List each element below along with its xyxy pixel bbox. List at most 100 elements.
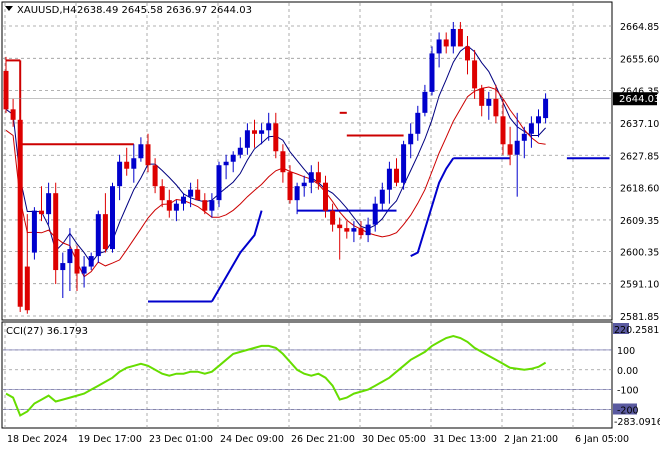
candle-body (223, 161, 229, 166)
y-tick-label: 2637.10 (620, 119, 659, 130)
candle-body (244, 130, 250, 148)
cci-tick-label: 100 (617, 346, 635, 357)
candle-body (351, 228, 357, 232)
candle-body (102, 214, 108, 250)
candle-body (429, 53, 435, 92)
current-price-tag (613, 92, 657, 106)
candle-body (46, 193, 52, 215)
candle-body (536, 116, 541, 124)
candle-body (323, 182, 328, 211)
x-tick-label: 18 Dec 2024 (7, 434, 68, 445)
x-tick-label: 2 Jan 21:00 (504, 434, 558, 445)
chart-title: XAUUSD,H4 (17, 5, 76, 16)
x-tick-label: 30 Dec 05:00 (362, 434, 426, 445)
candle-body (81, 266, 87, 274)
candle-body (394, 168, 399, 183)
y-tick-label: 2618.60 (620, 184, 659, 195)
cci-series (5, 334, 547, 417)
candle-body (273, 123, 279, 152)
cci-max-label: 220.2581 (614, 325, 659, 336)
candle-body (294, 186, 300, 201)
candles (3, 21, 549, 314)
candle-body (386, 168, 392, 190)
candle-body (365, 224, 371, 236)
y-tick-label: 2591.10 (620, 280, 659, 291)
x-tick-label: 23 Dec 01:00 (149, 434, 213, 445)
candle-body (181, 196, 186, 204)
x-tick-label: 31 Dec 13:00 (433, 434, 497, 445)
candle-body (60, 263, 66, 271)
candle-body (74, 249, 80, 274)
candle-body (465, 46, 470, 61)
candle-body (39, 210, 44, 215)
x-tick-label: 26 Dec 21:00 (291, 434, 355, 445)
candle-body (110, 186, 115, 250)
candle-body (67, 249, 73, 264)
candle-body (230, 154, 236, 162)
candle-body (259, 130, 265, 134)
axes: 2664.85 2655.60 2646.35 2637.10 2627.85 2618.… (7, 22, 659, 445)
candle-body (422, 91, 428, 113)
cci-title: CCI(27) 36.1793 (6, 326, 88, 337)
cci-line (5, 334, 547, 417)
candle-body (301, 182, 307, 187)
red-moving-average (5, 86, 546, 278)
candle-body (195, 189, 201, 201)
candle-body (237, 147, 243, 155)
candle-body (315, 172, 321, 183)
candle-body (117, 161, 123, 187)
candle-body (457, 28, 463, 47)
candle-body (3, 70, 9, 110)
ohlc-values: 2638.49 2645.58 2636.97 2644.03 (77, 5, 252, 16)
cci-tick-label: -200 (617, 405, 639, 416)
candle-body (131, 158, 137, 169)
candle-body (514, 140, 520, 155)
x-tick-label: 24 Dec 09:00 (220, 434, 284, 445)
cci-tick-label: 0.00 (617, 366, 638, 377)
candle-body (124, 161, 130, 169)
candle-body (479, 88, 485, 106)
candle-body (408, 133, 414, 145)
candle-body (344, 228, 350, 232)
candle-body (443, 39, 449, 47)
candle-body (138, 144, 144, 159)
candle-body (10, 109, 16, 120)
candle-body (202, 200, 208, 211)
support-line (410, 157, 455, 257)
candle-body (330, 210, 336, 225)
candle-body (95, 214, 101, 257)
candle-body (53, 193, 59, 271)
candle-body (521, 133, 527, 141)
candle-body (337, 224, 343, 229)
candle-body (166, 200, 172, 211)
candle-body (450, 28, 456, 47)
price-pane (1, 1, 613, 321)
candle-body (188, 189, 194, 197)
y-tick-label: 2627.85 (620, 151, 659, 162)
dropdown-triangle-icon[interactable] (5, 6, 13, 11)
candle-body (252, 130, 257, 134)
candle-body (88, 256, 94, 267)
candle-body (152, 165, 158, 187)
candle-body (528, 123, 534, 134)
candle-body (401, 144, 407, 183)
candle-body (486, 98, 492, 106)
candle-body (500, 116, 506, 145)
candle-body (266, 123, 272, 131)
candle-body (507, 144, 513, 155)
candle-body (31, 210, 37, 253)
candle-body (24, 266, 30, 311)
candle-body (287, 172, 293, 201)
y-tick-label: 2664.85 (620, 22, 659, 33)
candle-body (379, 189, 385, 204)
candle-body (159, 186, 165, 201)
y-tick-label: 2581.85 (620, 312, 659, 323)
candle-body (173, 203, 179, 211)
y-tick-label: 2646.35 (620, 87, 659, 98)
candle-body (493, 98, 499, 117)
candle-body (17, 119, 23, 307)
candle-body (543, 98, 549, 119)
candle-body (472, 60, 478, 89)
candle-body (216, 165, 222, 201)
